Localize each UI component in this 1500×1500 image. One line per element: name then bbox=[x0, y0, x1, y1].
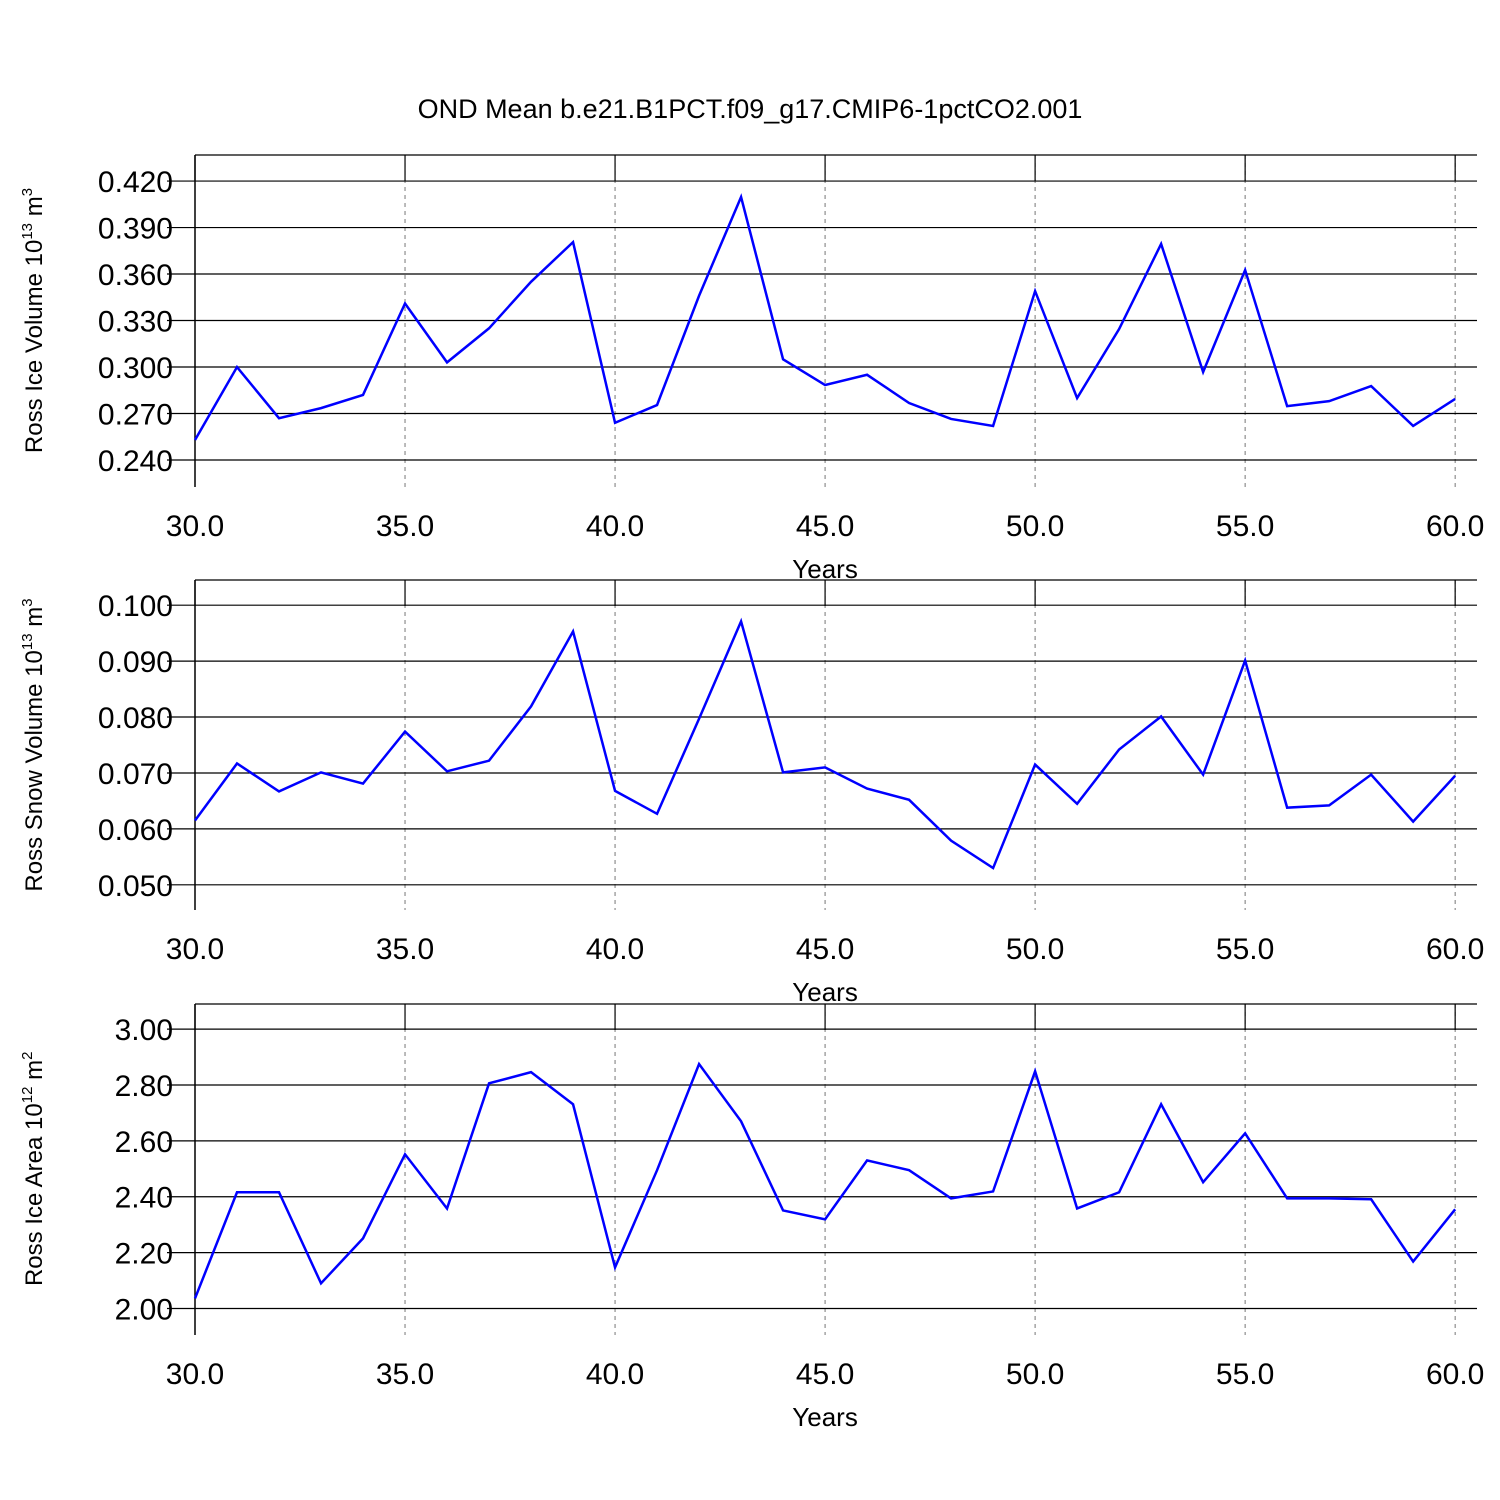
y-tick-label: 0.070 bbox=[98, 758, 173, 791]
x-tick-label: 30.0 bbox=[166, 1358, 224, 1391]
series-line bbox=[193, 617, 1457, 870]
series-line bbox=[193, 1061, 1457, 1299]
y-label-exp: 12 bbox=[19, 1087, 36, 1104]
y-label-exp: 13 bbox=[19, 633, 36, 650]
y-tick-label: 0.080 bbox=[98, 702, 173, 735]
chart-title: OND Mean b.e21.B1PCT.f09_g17.CMIP6-1pctC… bbox=[418, 94, 1083, 124]
y-tick-label: 2.20 bbox=[115, 1238, 173, 1271]
x-tick-label: 60.0 bbox=[1426, 510, 1484, 543]
x-tick-label: 45.0 bbox=[796, 933, 854, 966]
x-tick-label: 40.0 bbox=[586, 1358, 644, 1391]
y-tick-label: 2.40 bbox=[115, 1182, 173, 1215]
x-tick-label: 40.0 bbox=[586, 510, 644, 543]
y-tick-label: 0.330 bbox=[98, 306, 173, 339]
x-tick-label: 45.0 bbox=[796, 1358, 854, 1391]
y-tick-label: 0.060 bbox=[98, 814, 173, 847]
y-axis-label: Ross Ice Area 1012 m2 bbox=[19, 1052, 48, 1286]
y-label-text: Ross Ice Volume 10 bbox=[21, 240, 48, 453]
x-tick-label: 30.0 bbox=[166, 510, 224, 543]
x-tick-label: 45.0 bbox=[796, 510, 854, 543]
y-tick-label: 0.390 bbox=[98, 213, 173, 246]
y-label-exp: 13 bbox=[19, 223, 36, 240]
y-tick-label: 3.00 bbox=[115, 1014, 173, 1047]
y-tick-label: 0.090 bbox=[98, 646, 173, 679]
x-tick-label: 55.0 bbox=[1216, 1358, 1274, 1391]
y-label-unit-exp: 3 bbox=[19, 598, 36, 606]
y-tick-label: 0.270 bbox=[98, 399, 173, 432]
x-tick-label: 55.0 bbox=[1216, 933, 1274, 966]
x-tick-label: 60.0 bbox=[1426, 1358, 1484, 1391]
y-tick-label: 2.60 bbox=[115, 1126, 173, 1159]
x-axis-label: Years bbox=[792, 1402, 858, 1432]
y-tick-label: 0.300 bbox=[98, 352, 173, 385]
y-axis-label: Ross Ice Volume 1013 m3 bbox=[19, 188, 48, 453]
x-tick-label: 35.0 bbox=[376, 933, 434, 966]
y-label-unit-exp: 2 bbox=[19, 1052, 36, 1060]
x-axis-label: Years bbox=[792, 977, 858, 1007]
y-tick-label: 0.240 bbox=[98, 445, 173, 478]
y-label-unit: m bbox=[21, 196, 48, 223]
x-tick-label: 60.0 bbox=[1426, 933, 1484, 966]
y-label-unit-exp: 3 bbox=[19, 188, 36, 196]
y-label-unit: m bbox=[21, 607, 48, 634]
y-axis-label: Ross Snow Volume 1013 m3 bbox=[19, 598, 48, 891]
y-tick-label: 0.050 bbox=[98, 870, 173, 903]
x-tick-label: 40.0 bbox=[586, 933, 644, 966]
x-axis-label: Years bbox=[792, 554, 858, 584]
y-tick-label: 0.360 bbox=[98, 259, 173, 292]
series-line bbox=[193, 193, 1456, 441]
x-tick-label: 50.0 bbox=[1006, 1358, 1064, 1391]
x-tick-label: 50.0 bbox=[1006, 510, 1064, 543]
x-tick-label: 55.0 bbox=[1216, 510, 1274, 543]
y-tick-label: 2.00 bbox=[115, 1293, 173, 1326]
x-tick-label: 35.0 bbox=[376, 510, 434, 543]
y-tick-label: 0.420 bbox=[98, 166, 173, 199]
y-tick-label: 0.100 bbox=[98, 590, 173, 623]
y-label-unit: m bbox=[21, 1060, 48, 1087]
x-tick-label: 35.0 bbox=[376, 1358, 434, 1391]
y-label-text: Ross Snow Volume 10 bbox=[21, 650, 48, 891]
y-label-text: Ross Ice Area 10 bbox=[21, 1103, 48, 1286]
y-tick-label: 2.80 bbox=[115, 1070, 173, 1103]
x-tick-label: 50.0 bbox=[1006, 933, 1064, 966]
x-tick-label: 30.0 bbox=[166, 933, 224, 966]
